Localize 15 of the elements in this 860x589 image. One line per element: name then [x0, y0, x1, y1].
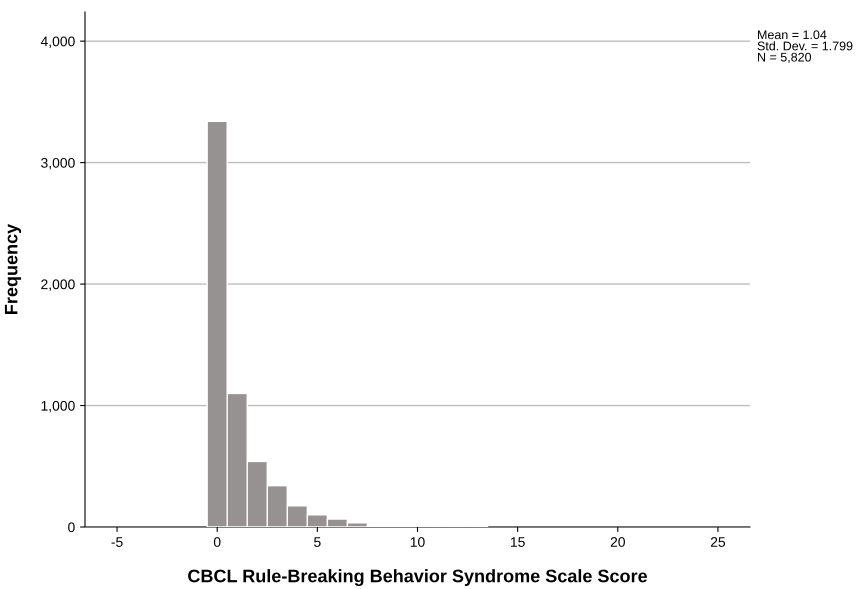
- x-tick-label: 0: [214, 537, 221, 547]
- x-tick-label: 25: [710, 537, 726, 547]
- y-tick-label: 4,000: [40, 36, 75, 48]
- x-axis-title: CBCL Rule-Breaking Behavior Syndrome Scale Score: [188, 569, 648, 586]
- y-axis-title: Frequency: [4, 224, 22, 314]
- x-tick-label: 20: [610, 537, 625, 547]
- x-tick-label: 15: [510, 537, 525, 547]
- y-tick-label: 0: [68, 522, 75, 532]
- x-tick-label: -5: [111, 537, 123, 547]
- y-tick-label: 3,000: [41, 158, 75, 170]
- x-tick-label: 10: [410, 537, 425, 547]
- text: Mean = 1.04 Std. Dev. = 1.799 N = 5,820: [758, 30, 852, 64]
- y-tick-label: 2,000: [41, 279, 75, 291]
- y-tick-label: 1,000: [42, 400, 75, 412]
- x-tick-label: 5: [314, 537, 321, 547]
